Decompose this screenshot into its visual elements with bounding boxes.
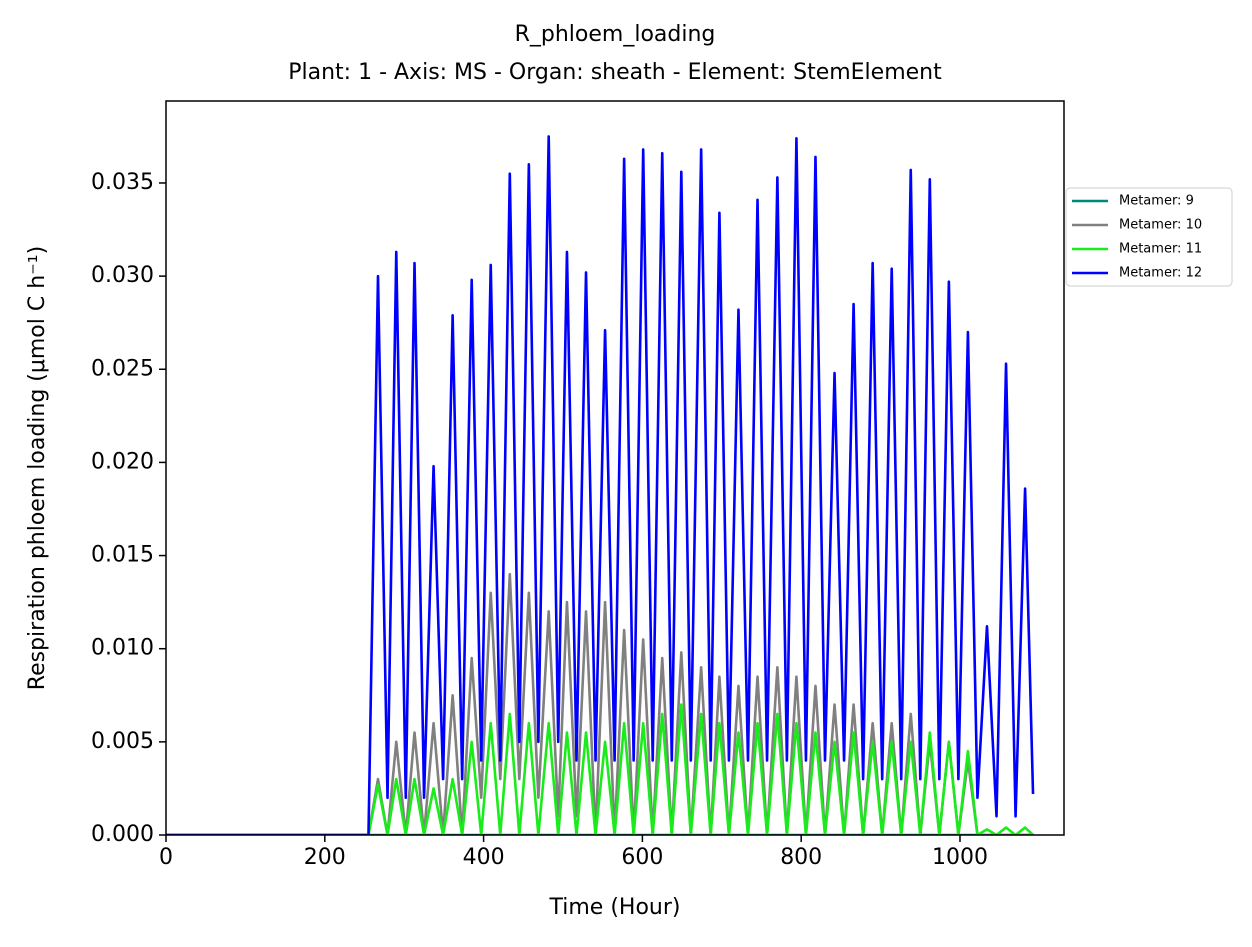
legend-label: Metamer: 10: [1119, 218, 1202, 233]
x-axis-label: Time (Hour): [549, 895, 681, 920]
legend-label: Metamer: 11: [1119, 242, 1202, 257]
x-tick-label: 400: [463, 845, 505, 870]
axes-frame: [165, 100, 1065, 836]
x-tick-label: 600: [621, 845, 663, 870]
x-tick-label: 0: [159, 845, 173, 870]
y-tick-label: 0.015: [91, 543, 154, 568]
legend-label: Metamer: 12: [1119, 266, 1202, 281]
y-axis-label: Respiration phloem loading (μmol C h⁻¹): [25, 246, 50, 690]
x-tick-label: 1000: [932, 845, 988, 870]
y-tick-label: 0.025: [91, 356, 154, 381]
chart-subtitle: Plant: 1 - Axis: MS - Organ: sheath - El…: [288, 60, 942, 85]
legend: Metamer: 9 Metamer: 10 Metamer: 11 Metamer:…: [1065, 187, 1233, 287]
y-tick-label: 0.020: [91, 449, 154, 474]
y-tick-label: 0.010: [91, 636, 154, 661]
y-tick-label: 0.035: [91, 170, 154, 195]
y-tick-label: 0.030: [91, 263, 154, 288]
data-line: [166, 703, 1034, 835]
x-tick-label: 800: [780, 845, 822, 870]
y-tick-label: 0.000: [91, 822, 154, 847]
x-tick-label: 200: [304, 845, 346, 870]
y-tick-label: 0.005: [91, 729, 154, 754]
legend-label: Metamer: 9: [1119, 194, 1194, 209]
legend-frame: [1065, 187, 1233, 287]
chart-title: R_phloem_loading: [515, 22, 716, 47]
data-line: [166, 135, 1035, 835]
